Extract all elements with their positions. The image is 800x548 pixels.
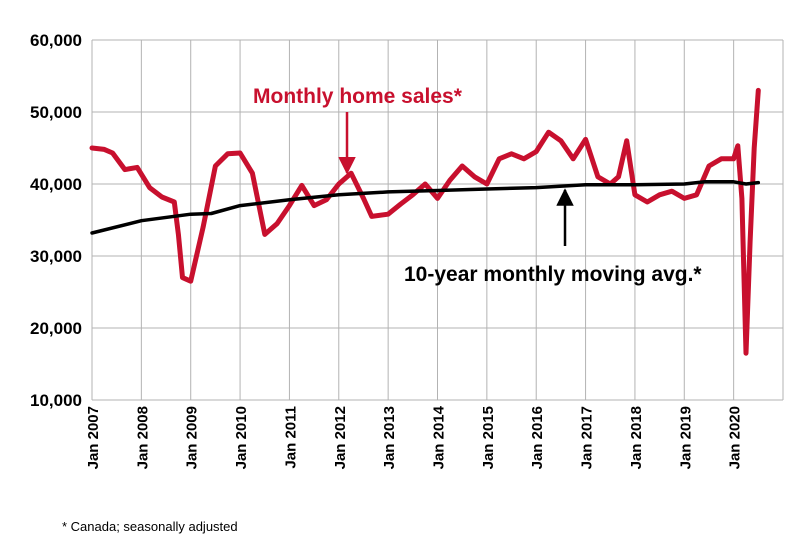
series — [89, 87, 761, 356]
x-tick-label: Jan 2016 — [529, 406, 546, 469]
y-tick-label: 20,000 — [30, 319, 82, 338]
x-tick-label: Jan 2019 — [677, 406, 694, 469]
x-tick-label: Jan 2018 — [628, 406, 645, 469]
x-tick-label: Jan 2009 — [184, 406, 201, 469]
y-tick-label: 10,000 — [30, 391, 82, 410]
x-tick-label: Jan 2007 — [85, 406, 102, 469]
y-tick-label: 40,000 — [30, 175, 82, 194]
annotation-moving-average-label: 10-year monthly moving avg.* — [404, 263, 702, 286]
x-tick-label: Jan 2013 — [381, 406, 398, 469]
x-tick-label: Jan 2020 — [727, 406, 744, 469]
y-axis-ticks: 60,000 50,000 40,000 30,000 20,000 10,000 — [30, 31, 82, 410]
x-axis-ticks: Jan 2007 Jan 2008 Jan 2009 Jan 2010 Jan 2011… — [85, 405, 744, 469]
y-tick-label: 50,000 — [30, 103, 82, 122]
grid — [91, 39, 784, 401]
y-tick-label: 30,000 — [30, 247, 82, 266]
x-tick-label: Jan 2010 — [233, 406, 250, 469]
x-tick-label: Jan 2012 — [332, 406, 349, 469]
x-tick-label: Jan 2008 — [134, 406, 151, 469]
annotation-sales-label: Monthly home sales* — [253, 85, 463, 108]
annotations: Monthly home sales* 10-year monthly movin… — [253, 85, 702, 286]
x-tick-label: Jan 2014 — [431, 405, 448, 469]
y-tick-label: 60,000 — [30, 31, 82, 50]
sales-line — [89, 87, 761, 356]
footnote: * Canada; seasonally adjusted — [62, 519, 238, 534]
x-tick-label: Jan 2011 — [282, 406, 299, 469]
x-tick-label: Jan 2017 — [579, 406, 596, 469]
moving-average-line — [90, 180, 761, 235]
x-tick-label: Jan 2015 — [480, 406, 497, 469]
